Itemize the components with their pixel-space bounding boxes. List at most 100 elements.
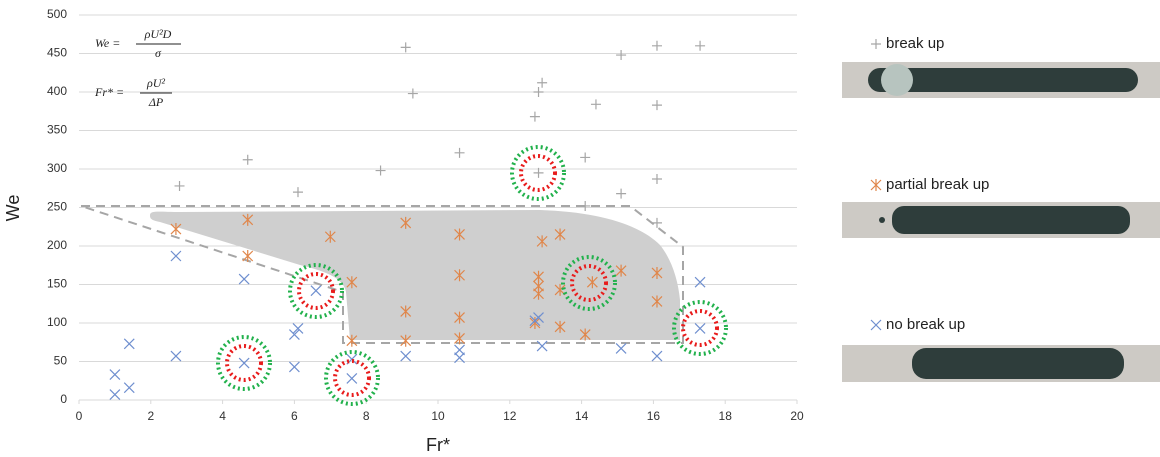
plot [109,40,706,401]
point [238,357,250,369]
point [407,88,418,99]
x-tick-label: 0 [76,409,83,423]
point [554,228,566,241]
point [616,188,627,199]
formula: ρU² [146,76,165,90]
point [616,50,627,61]
point [400,334,412,347]
x-tick-label: 6 [291,409,298,423]
point [123,382,135,394]
highlight-inner [225,344,263,382]
point [694,276,706,288]
y-tick-label: 500 [47,7,67,21]
point [590,99,601,110]
y-tick-label: 300 [47,161,67,175]
legend-label: partial break up [886,176,989,193]
x-tick-label: 4 [219,409,226,423]
point [400,216,412,229]
point [651,295,663,308]
point [400,305,412,318]
point [536,235,548,248]
point [533,87,544,97]
x-tick-label: 12 [503,409,517,423]
point [292,187,303,198]
x-tick-label: 14 [575,409,589,423]
point [579,328,591,341]
y-tick-label: 350 [47,123,67,137]
legend-label: no break up [886,316,965,333]
point [580,200,591,211]
legend-marker [870,179,882,191]
point [170,350,182,362]
highlight-inner [297,272,335,310]
point [292,322,304,334]
cylinder [912,348,1124,379]
point [454,332,465,345]
point [615,342,627,354]
point [533,167,544,178]
point [536,340,548,352]
y-tick-label: 200 [47,238,67,252]
highlight-outer [324,350,380,406]
point [400,350,412,362]
point [375,165,386,176]
point [242,213,254,226]
droplet [879,217,885,223]
legend-label: break up [886,35,944,52]
point [324,230,336,243]
point [454,228,465,241]
point [109,389,121,401]
highlights [216,145,728,406]
point [123,338,135,350]
point [400,42,411,53]
y-tick-label: 100 [47,315,67,329]
point [651,266,663,279]
point [346,334,358,347]
point [310,285,322,297]
point [454,147,465,158]
highlight-outer [561,255,617,311]
point [288,329,300,340]
point [346,276,358,289]
point [554,320,566,333]
point [529,315,541,327]
x-tick-label: 18 [719,409,733,423]
y-tick-label: 450 [47,46,67,60]
highlight-inner [333,359,371,397]
point [454,352,465,364]
y-tick-label: 250 [47,200,67,214]
formula: We = [95,36,120,50]
highlight-inner [570,264,608,302]
x-axis-label: Fr* [426,435,450,455]
point [694,322,706,334]
legend: break up partial break up no break up [870,35,989,333]
point [615,264,627,277]
y-tick-label: 0 [60,392,67,406]
point [529,111,540,122]
point [651,350,663,362]
point [651,100,662,111]
y-axis-label: We [3,195,23,222]
point [170,250,182,262]
legend-marker [871,39,881,49]
formula: ρU²D [144,27,172,41]
highlight-outer [288,263,344,319]
point [454,344,465,356]
point [346,373,358,384]
point [242,154,253,165]
point [238,273,250,285]
point [586,276,598,289]
point [537,77,548,88]
point [170,223,182,236]
point [109,369,121,381]
point [288,361,300,373]
point [695,40,706,51]
x-tick-label: 16 [647,409,661,423]
grid: 0 50 100 150 200 250 300 350 400 450 500 0 2 4 6 8 10 12 1… [47,7,804,423]
point [651,174,662,185]
x-tick-label: 8 [363,409,370,423]
point [174,180,185,191]
point [580,152,591,163]
y-tick-label: 150 [47,277,67,291]
